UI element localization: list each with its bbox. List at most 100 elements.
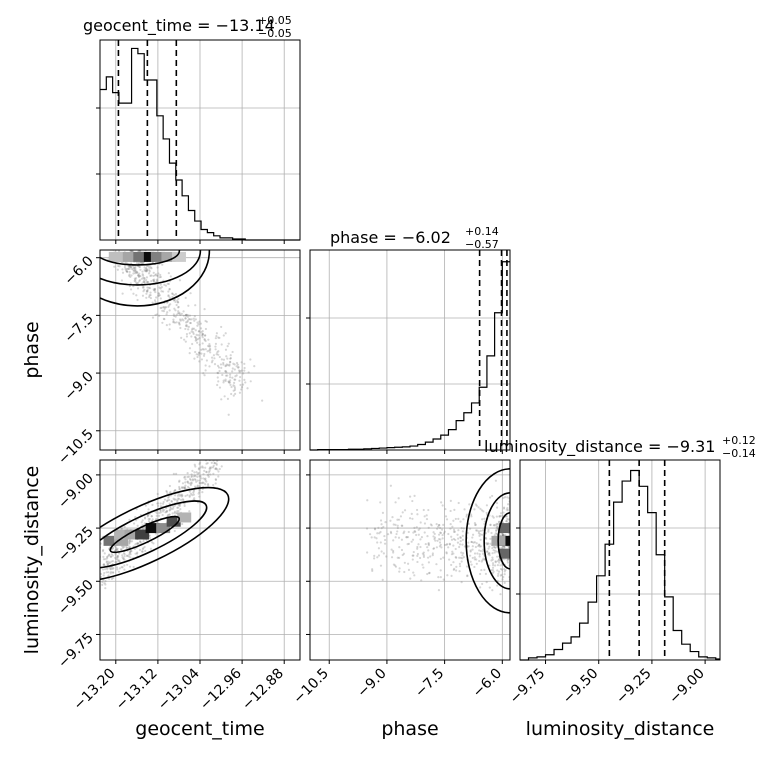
scatter-point xyxy=(431,552,434,555)
scatter-point xyxy=(164,284,168,287)
scatter-point xyxy=(490,531,493,535)
scatter-point xyxy=(223,395,226,398)
title-phase: phase = −6.02 xyxy=(330,228,451,247)
scatter-point xyxy=(507,518,510,521)
scatter-point xyxy=(445,543,448,546)
scatter-point xyxy=(492,516,495,519)
scatter-point xyxy=(427,549,430,552)
title-luminosity-distance-sub: −0.14 xyxy=(722,447,756,460)
scatter-point xyxy=(128,539,131,542)
scatter-point xyxy=(138,266,141,269)
scatter-point xyxy=(180,312,183,315)
scatter-point xyxy=(462,527,465,530)
scatter-point xyxy=(109,555,113,558)
ytick-label-luminosity_distance-3: −9.00 xyxy=(55,470,97,512)
scatter-point xyxy=(189,478,192,482)
scatter-point xyxy=(180,493,184,496)
scatter-point xyxy=(226,374,229,377)
scatter-point xyxy=(396,530,399,533)
scatter-point xyxy=(496,569,499,572)
scatter-point xyxy=(185,335,189,338)
scatter-point xyxy=(128,551,131,554)
scatter-point xyxy=(200,482,204,485)
scatter-point xyxy=(240,385,244,389)
scatter-point xyxy=(143,277,146,280)
scatter-point xyxy=(492,570,495,573)
scatter-point xyxy=(167,294,170,298)
scatter-point xyxy=(232,362,235,365)
scatter-point xyxy=(173,298,176,302)
contour-1 xyxy=(100,250,202,286)
scatter-point xyxy=(215,462,218,465)
scatter-point xyxy=(499,574,502,577)
scatter-point xyxy=(173,510,177,513)
scatter-point xyxy=(170,508,173,511)
xlabel-geocent-time: geocent_time xyxy=(135,718,264,740)
scatter-point xyxy=(240,388,243,391)
scatter-point xyxy=(176,500,179,503)
scatter-point xyxy=(185,323,188,327)
scatter-point xyxy=(201,348,204,351)
scatter-point xyxy=(481,529,485,532)
scatter-point xyxy=(500,573,503,576)
ytick-label-phase-1: −9.0 xyxy=(61,369,96,404)
scatter-point xyxy=(96,571,98,573)
scatter-point xyxy=(204,319,207,323)
scatter-point xyxy=(197,492,200,495)
scatter-point xyxy=(402,532,405,535)
scatter-point xyxy=(173,494,177,497)
scatter-point xyxy=(496,584,499,587)
scatter-point xyxy=(204,327,208,331)
scatter-point xyxy=(136,542,140,545)
scatter-point xyxy=(185,332,189,336)
scatter-point xyxy=(502,496,505,500)
scatter-point xyxy=(491,556,494,559)
scatter-point xyxy=(389,519,392,522)
scatter-point xyxy=(215,457,217,459)
scatter-point xyxy=(148,294,151,297)
scatter-point xyxy=(178,479,181,482)
scatter-point xyxy=(494,561,497,564)
scatter-point xyxy=(109,567,112,570)
scatter-point xyxy=(473,522,477,525)
scatter-point xyxy=(168,323,171,326)
scatter-point xyxy=(115,548,118,551)
scatter-point xyxy=(485,541,488,545)
scatter-point xyxy=(158,511,161,515)
scatter-point xyxy=(196,321,199,324)
scatter-point xyxy=(147,272,151,275)
scatter-point xyxy=(158,276,161,279)
scatter-point xyxy=(460,581,463,584)
scatter-point xyxy=(150,274,153,277)
scatter-point xyxy=(172,497,175,500)
scatter-point xyxy=(452,552,455,555)
scatter-point xyxy=(200,334,204,337)
scatter-point xyxy=(142,281,145,284)
scatter-point xyxy=(397,536,401,539)
scatter-point xyxy=(104,558,107,561)
scatter-point xyxy=(137,275,140,278)
scatter-point xyxy=(428,572,431,575)
scatter-point xyxy=(475,558,478,561)
scatter-point xyxy=(445,552,448,555)
scatter-point xyxy=(191,469,194,472)
scatter-point xyxy=(131,246,133,248)
scatter-point xyxy=(194,350,197,354)
scatter-point xyxy=(462,518,465,521)
scatter-point xyxy=(455,556,458,559)
scatter-point xyxy=(368,533,372,536)
density-cell-2 xyxy=(499,548,510,559)
scatter-point xyxy=(507,545,510,549)
scatter-point xyxy=(131,247,133,249)
density-cell-5 xyxy=(145,523,160,534)
scatter-point xyxy=(212,466,215,469)
scatter-point xyxy=(471,548,474,551)
scatter-point xyxy=(154,301,157,304)
scatter-point xyxy=(178,503,181,506)
scatter-point xyxy=(407,530,410,534)
scatter-point xyxy=(439,543,442,546)
scatter-point xyxy=(183,502,186,505)
scatter-point xyxy=(390,548,393,551)
scatter-point xyxy=(130,274,133,277)
scatter-point xyxy=(152,271,155,274)
